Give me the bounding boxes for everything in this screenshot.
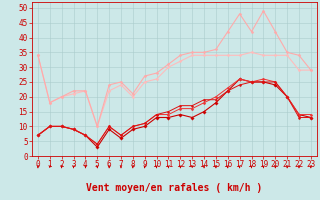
X-axis label: Vent moyen/en rafales ( km/h ): Vent moyen/en rafales ( km/h ) — [86, 183, 262, 193]
